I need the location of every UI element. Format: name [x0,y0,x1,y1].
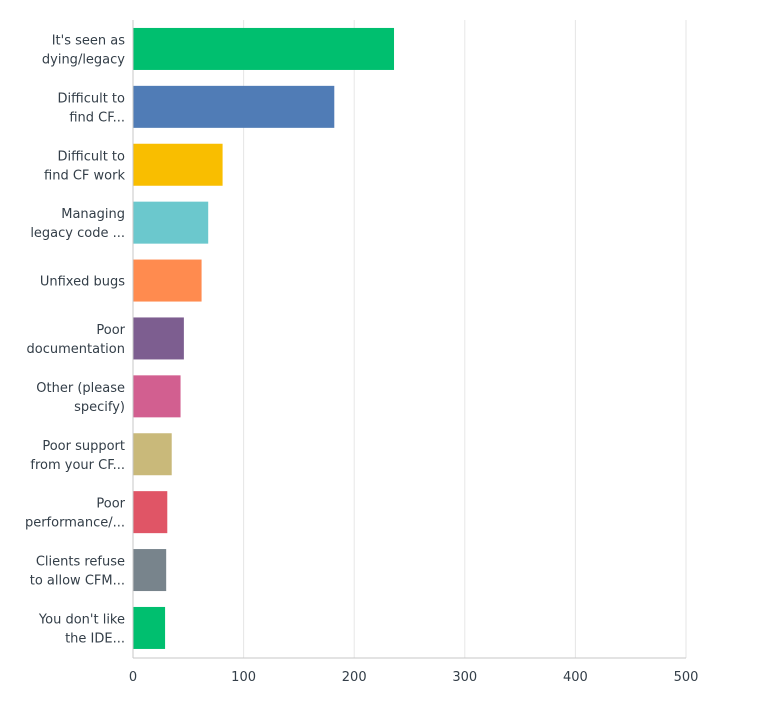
bar [133,143,223,186]
x-tick-labels: 0 100 200 300 400 500 [129,670,699,685]
x-tick-label: 200 [342,670,367,685]
category-label: Managing legacy code ... [30,207,125,241]
category-label: Poor documentation [27,323,126,357]
bar [133,606,166,649]
category-label: You don't like the IDE... [38,612,125,646]
category-label: Unfixed bugs [40,275,125,290]
bar [133,375,181,418]
category-label: Poor support from your CF... [30,439,125,473]
bars [133,27,395,649]
x-tick-label: 0 [129,670,137,685]
bar [133,201,209,244]
category-labels: It's seen as dying/legacy Difficult to find… [25,33,126,646]
category-label: Other (please specify) [36,381,125,415]
bar [133,317,184,360]
bar [133,491,168,534]
bar [133,259,202,302]
category-label: Poor performance/... [25,497,126,531]
x-tick-label: 400 [563,670,588,685]
gridlines [243,20,687,658]
x-tick-label: 500 [674,670,699,685]
x-tick-label: 300 [452,670,477,685]
x-tick-label: 100 [231,670,256,685]
category-label: Difficult to find CF work [44,149,125,183]
category-label: Difficult to find CF... [58,91,126,125]
bar [133,549,167,592]
bar [133,433,172,476]
category-label: It's seen as dying/legacy [42,33,125,67]
bar [133,85,335,128]
axes [132,20,686,659]
category-label: Clients refuse to allow CFM... [30,555,125,589]
bar [133,27,395,70]
